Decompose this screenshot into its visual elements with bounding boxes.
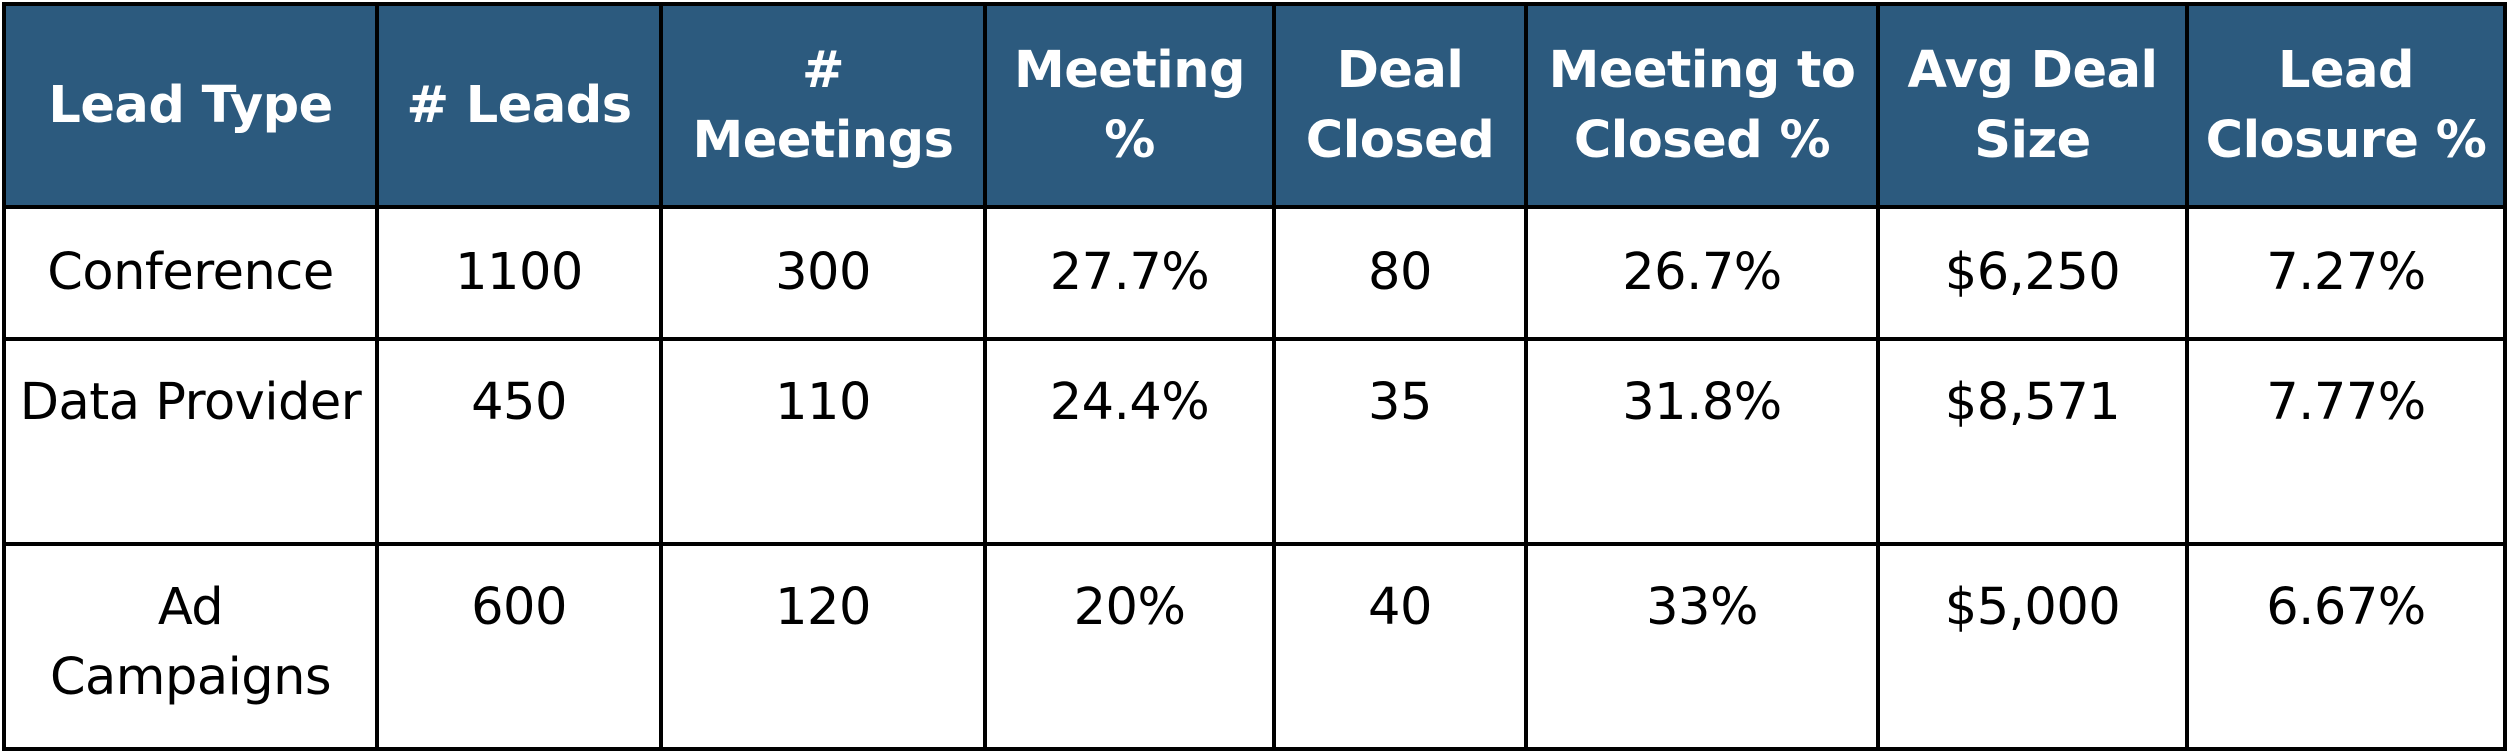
cell-avg-deal-size: $6,250	[1876, 205, 2189, 341]
table-body: Conference 1100 300 27.7% 80 26.7% $6,25…	[2, 205, 2507, 751]
table-row: Conference 1100 300 27.7% 80 26.7% $6,25…	[2, 205, 2507, 341]
cell-lead-type: Conference	[2, 205, 379, 341]
cell-avg-deal-size: $8,571	[1876, 337, 2189, 546]
cell-leads: 600	[375, 542, 663, 751]
cell-meetings: 110	[659, 337, 987, 546]
cell-lead-type: Ad Campaigns	[2, 542, 379, 751]
header-meeting-percent: Meeting %	[983, 2, 1276, 209]
cell-meeting-percent: 24.4%	[983, 337, 1276, 546]
cell-leads: 450	[375, 337, 663, 546]
table-row: Ad Campaigns 600 120 20% 40 33% $5,000 6…	[2, 542, 2507, 751]
cell-leads: 1100	[375, 205, 663, 341]
header-meeting-to-closed-percent: Meeting to Closed %	[1524, 2, 1880, 209]
cell-lead-closure-percent: 7.27%	[2185, 205, 2507, 341]
cell-deal-closed: 40	[1272, 542, 1528, 751]
header-deal-closed: Deal Closed	[1272, 2, 1528, 209]
cell-meeting-to-closed-percent: 33%	[1524, 542, 1880, 751]
header-meetings: # Meetings	[659, 2, 987, 209]
table-header: Lead Type # Leads # Meetings Meeting % D…	[2, 2, 2507, 209]
header-avg-deal-size: Avg Deal Size	[1876, 2, 2189, 209]
cell-meeting-to-closed-percent: 26.7%	[1524, 205, 1880, 341]
header-row: Lead Type # Leads # Meetings Meeting % D…	[2, 2, 2507, 209]
cell-avg-deal-size: $5,000	[1876, 542, 2189, 751]
cell-meeting-percent: 27.7%	[983, 205, 1276, 341]
cell-deal-closed: 35	[1272, 337, 1528, 546]
cell-deal-closed: 80	[1272, 205, 1528, 341]
header-lead-type: Lead Type	[2, 2, 379, 209]
cell-meetings: 300	[659, 205, 987, 341]
cell-lead-closure-percent: 6.67%	[2185, 542, 2507, 751]
cell-lead-type: Data Provider	[2, 337, 379, 546]
cell-meeting-percent: 20%	[983, 542, 1276, 751]
cell-meeting-to-closed-percent: 31.8%	[1524, 337, 1880, 546]
cell-lead-closure-percent: 7.77%	[2185, 337, 2507, 546]
header-leads: # Leads	[375, 2, 663, 209]
table-row: Data Provider 450 110 24.4% 35 31.8% $8,…	[2, 337, 2507, 546]
cell-meetings: 120	[659, 542, 987, 751]
header-lead-closure-percent: Lead Closure %	[2185, 2, 2507, 209]
